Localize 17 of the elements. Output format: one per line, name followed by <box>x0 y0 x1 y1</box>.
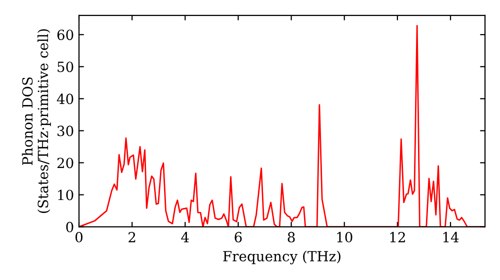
y-tick-label: 20 <box>57 158 74 168</box>
x-tick-label: 2 <box>128 232 136 242</box>
y-tick-label: 0 <box>66 222 74 232</box>
y-tick-label: 60 <box>57 30 74 40</box>
x-tick-label: 0 <box>75 232 82 242</box>
x-axis-title: Frequency (THz) <box>223 250 340 264</box>
x-tick-label: 6 <box>234 232 242 242</box>
y-tick-label: 40 <box>56 94 74 104</box>
y-tick-label: 10 <box>58 190 74 200</box>
x-tick-label: 14 <box>443 232 459 242</box>
x-tick-label: 10 <box>337 232 352 242</box>
y-tick-label: 50 <box>58 62 74 72</box>
x-tick-label: 12 <box>390 232 405 242</box>
x-tick-label: 4 <box>181 232 189 242</box>
x-tick-label: 8 <box>288 232 295 242</box>
y-axis-title: Phonon DOS (States/THz·primitive cell) <box>22 29 51 213</box>
y-tick-label: 30 <box>58 126 74 136</box>
